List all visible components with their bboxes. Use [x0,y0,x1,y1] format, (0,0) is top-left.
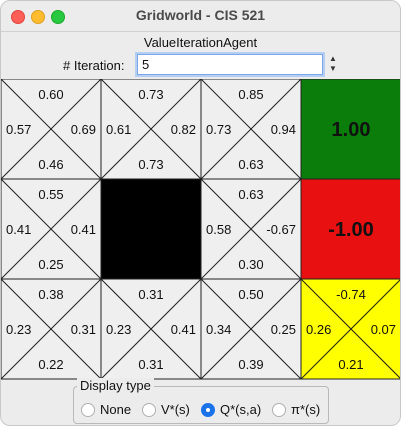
cell-diagonal [100,79,202,180]
grid-cell: 0.63 -0.67 0.30 0.58 [200,178,302,280]
q-value-south: 0.22 [38,357,63,372]
radio-v-value[interactable]: V*(s) [142,402,190,417]
q-value-east: 0.69 [71,122,96,137]
q-value-west: 0.23 [6,322,31,337]
q-value-west: 0.41 [6,222,31,237]
q-value-east: 0.41 [171,322,196,337]
maximize-window-button[interactable] [51,10,65,24]
radio-q-value-label: Q*(s,a) [220,402,262,417]
grid-cell: 0.38 0.31 0.22 0.23 [1,278,102,380]
q-value-north: 0.63 [238,187,263,202]
q-value-south: 0.30 [238,257,263,272]
grid-cell: 0.60 0.69 0.46 0.57 [1,79,102,180]
grid-cell: 1.00 [300,79,400,180]
cell-diagonal [200,79,302,180]
cell-diagonal [200,178,302,280]
grid-cell: 0.73 0.82 0.73 0.61 [100,79,202,180]
agent-label: ValueIterationAgent [143,35,258,50]
q-value-east: 0.07 [371,322,396,337]
grid-cell: 0.55 0.41 0.25 0.41 [1,178,102,280]
radio-policy-label: π*(s) [291,402,321,417]
q-value-north: 0.85 [238,87,263,102]
q-value-west: 0.57 [6,122,31,137]
window-title: Gridworld - CIS 521 [135,7,266,23]
radio-policy-dot[interactable] [272,402,286,417]
cell-diagonal [200,278,302,380]
q-value-north: -0.74 [336,287,366,302]
chevron-up-icon[interactable]: ▲ [329,54,337,63]
wall-cell [100,178,202,280]
radio-none-dot[interactable] [81,402,95,417]
q-value-east: 0.25 [271,322,296,337]
terminal-value: -1.00 [328,219,374,241]
cell-diagonal [1,178,102,280]
radio-q-value[interactable]: Q*(s,a) [201,402,261,417]
q-value-south: 0.46 [38,157,63,172]
q-value-south: 0.63 [238,157,263,172]
close-window-button[interactable] [11,10,25,24]
q-value-west: 0.73 [206,122,231,137]
q-value-west: 0.58 [206,222,231,237]
q-value-east: 0.94 [271,122,296,137]
q-value-east: 0.31 [71,322,96,337]
cell-diagonal [1,79,102,180]
title-bar: Gridworld - CIS 521 [1,1,400,32]
iteration-input[interactable] [137,54,323,75]
q-value-north: 0.38 [38,287,63,302]
q-value-west: 0.34 [206,322,231,337]
display-type-legend: Display type [77,378,154,393]
cell-diagonal [1,278,102,380]
radio-none[interactable]: None [81,402,131,417]
grid-cell: 0.31 0.41 0.31 0.23 [100,278,202,380]
radio-v-value-label: V*(s) [161,402,190,417]
q-value-north: 0.73 [138,87,163,102]
cell-diagonal [100,278,202,380]
grid-cell: 0.50 0.25 0.39 0.34 [200,278,302,380]
q-value-east: 0.41 [71,222,96,237]
grid-cell [100,178,202,280]
q-value-west: 0.23 [106,322,131,337]
radio-q-value-dot[interactable] [201,402,215,417]
q-value-south: 0.73 [138,157,163,172]
radio-policy[interactable]: π*(s) [272,402,320,417]
q-value-north: 0.31 [138,287,163,302]
chevron-down-icon[interactable]: ▼ [329,64,337,73]
radio-v-value-dot[interactable] [142,402,156,417]
q-value-east: -0.67 [266,222,296,237]
terminal-cell [300,178,400,280]
grid-cell: 0.85 0.94 0.63 0.73 [200,79,302,180]
q-value-south: 0.31 [138,357,163,372]
q-value-south: 0.21 [338,357,363,372]
gridworld-board: 0.60 0.69 0.46 0.57 0.73 0.82 0.73 0.61 0.85 0.94… [1,79,400,380]
display-type-group [73,386,329,424]
q-value-east: 0.82 [171,122,196,137]
minimize-window-button[interactable] [31,10,45,24]
cell-diagonal [300,279,400,380]
grid-cell: -1.00 [300,178,400,280]
q-value-south: 0.25 [38,257,63,272]
q-value-west: 0.26 [306,322,331,337]
radio-none-label: None [100,402,132,417]
q-value-west: 0.61 [106,122,131,137]
iteration-stepper[interactable]: ▲ ▼ [327,54,339,76]
q-value-north: 0.55 [38,187,63,202]
grid-cell: -0.74 0.07 0.21 0.26 [300,278,400,380]
iteration-label: # Iteration: [63,58,125,73]
q-value-north: 0.50 [238,287,263,302]
q-value-north: 0.60 [38,87,63,102]
q-value-south: 0.39 [238,357,263,372]
terminal-value: 1.00 [332,119,371,141]
